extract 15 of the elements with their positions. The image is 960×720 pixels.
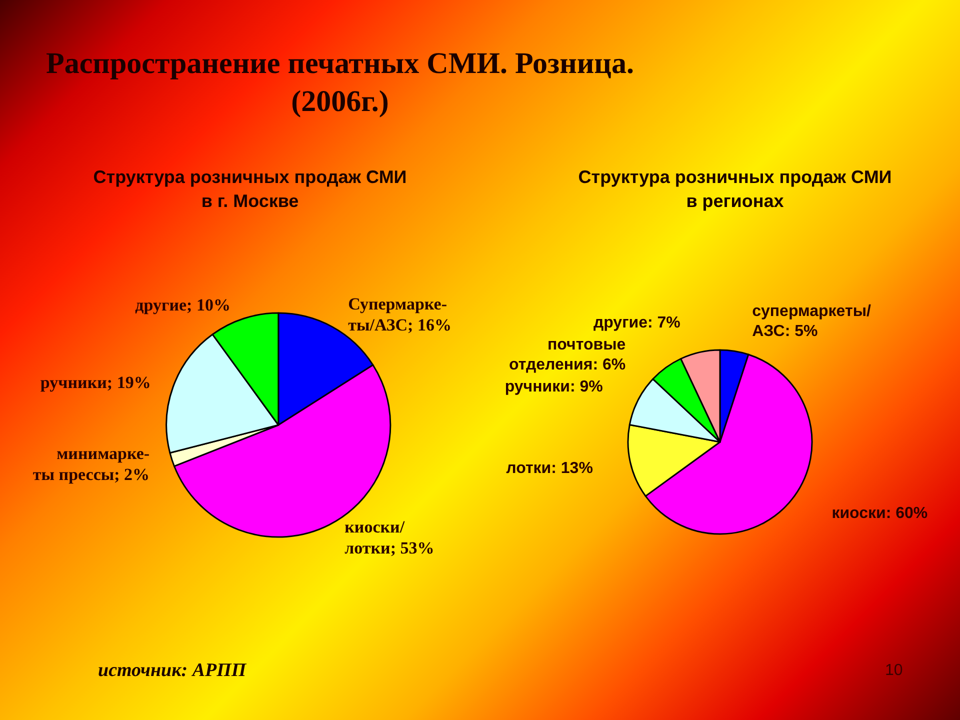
slice-label: минимарке- ты прессы; 2% — [32, 444, 150, 484]
slice-label: другие; 10% — [135, 296, 230, 315]
slice-label: киоски: 60% — [832, 505, 928, 522]
text: источник: АРПП — [98, 660, 246, 682]
slice-label: ручники: 9% — [504, 378, 603, 396]
slice-label: супермаркеты/ АЗС: 5% — [752, 303, 872, 340]
slice-label: ручники; 19% — [40, 372, 151, 392]
text: 10 — [885, 662, 903, 680]
chart-title: Распространение печатных СМИ. Розница. (2006г.) — [45, 46, 635, 120]
slice-label: другие: 7% — [593, 314, 680, 332]
chart-title: Структура розничных продаж СМИ в регионах — [577, 166, 893, 213]
slice-label: Супермарке- ты/АЗС; 16% — [348, 294, 452, 335]
chart-subtitle: Структура розничных продаж СМИ в г. Москве — [92, 166, 408, 213]
slice-label: лотки: 13% — [506, 460, 593, 478]
slice-label: киоски/ лотки; 53% — [344, 517, 434, 558]
